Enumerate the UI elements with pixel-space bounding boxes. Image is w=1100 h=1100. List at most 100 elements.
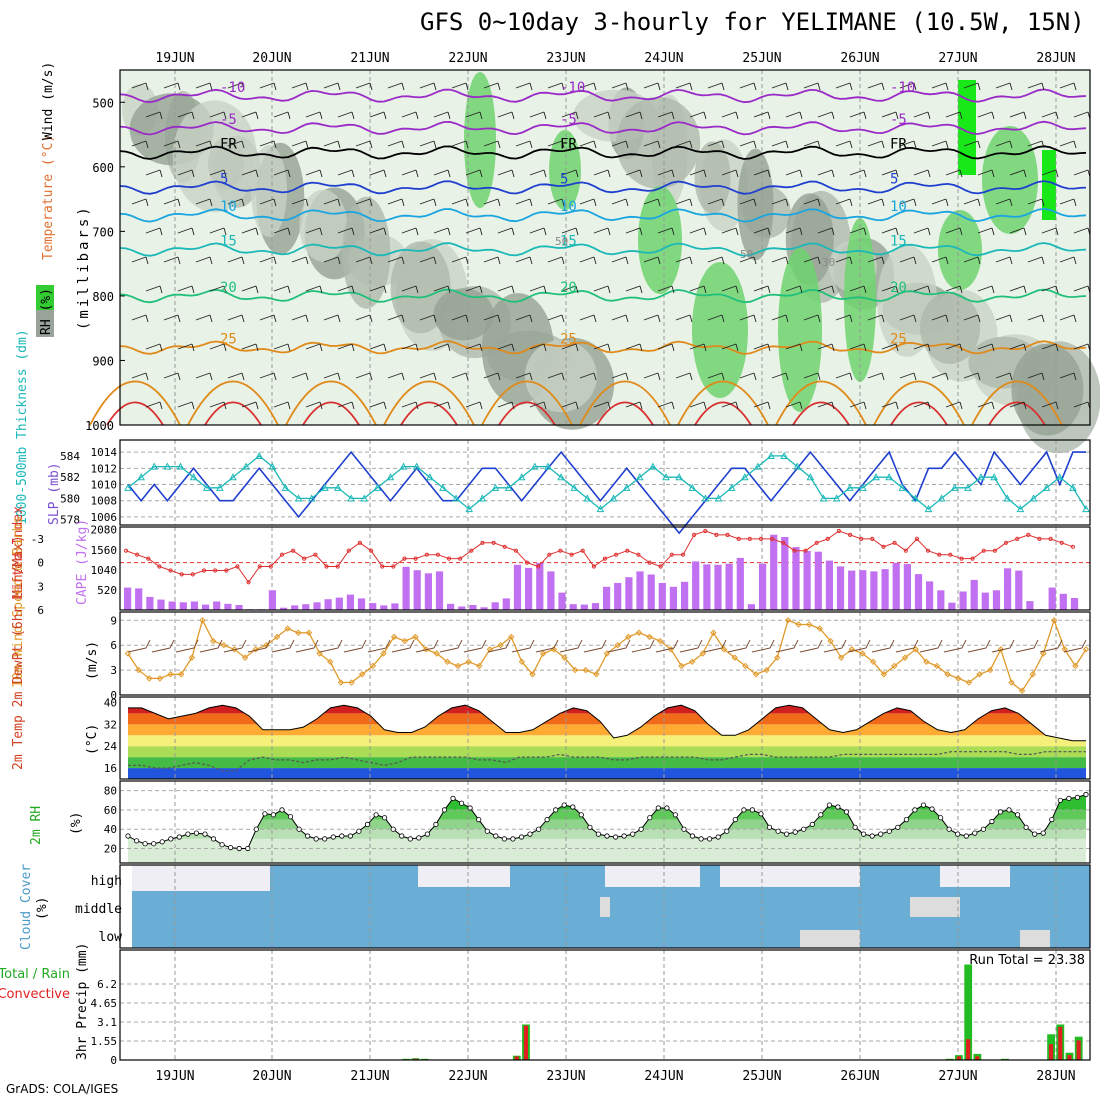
wind-barb bbox=[721, 111, 739, 120]
cape-bar bbox=[335, 597, 343, 610]
cape-bar bbox=[836, 566, 845, 610]
wind-speed-point bbox=[582, 666, 589, 674]
rh-point bbox=[937, 815, 944, 821]
cape-bar bbox=[424, 573, 432, 610]
rh-point bbox=[1006, 807, 1012, 813]
cape-bar bbox=[814, 551, 822, 610]
wind-barb bbox=[579, 198, 597, 207]
wind-barb bbox=[771, 372, 789, 381]
wind-speed-point bbox=[816, 625, 824, 632]
wind-barb bbox=[803, 82, 821, 91]
cape-bar bbox=[725, 563, 733, 610]
surface-wind-barb bbox=[511, 639, 535, 653]
rh-point bbox=[381, 815, 388, 821]
wind-barb bbox=[273, 401, 291, 410]
li-point bbox=[703, 528, 708, 534]
rh-point bbox=[775, 828, 781, 834]
cape-bar bbox=[146, 596, 154, 610]
wind-speed-point bbox=[806, 621, 813, 628]
wind-barb bbox=[337, 227, 355, 236]
surface-wind-barb bbox=[943, 639, 967, 653]
rh-point bbox=[433, 821, 439, 828]
wind-barb bbox=[913, 285, 931, 294]
wind-barb bbox=[657, 401, 675, 410]
thickness-point bbox=[530, 462, 539, 470]
wind-barb bbox=[739, 82, 757, 91]
isotherm-35 bbox=[498, 401, 556, 426]
wind-barb bbox=[1009, 401, 1027, 410]
cape-tick: 1560 bbox=[91, 544, 118, 557]
wind-barb bbox=[899, 140, 917, 149]
wind-barb bbox=[465, 111, 483, 120]
wind-barb bbox=[259, 256, 277, 265]
wind-speed-point bbox=[837, 654, 845, 661]
date-tick-top: 20JUN bbox=[252, 51, 291, 66]
wind-barb bbox=[803, 256, 821, 265]
cape-bar bbox=[1059, 593, 1067, 610]
wind-barb bbox=[369, 343, 387, 352]
wind-barb bbox=[337, 343, 355, 352]
wind-barb bbox=[995, 372, 1013, 381]
thickness-point bbox=[491, 483, 500, 491]
wind-speed-line bbox=[127, 618, 1087, 692]
wind-speed-point bbox=[710, 629, 717, 636]
li-point bbox=[179, 572, 184, 577]
thickness-point bbox=[609, 494, 618, 502]
wind-barb bbox=[355, 256, 373, 265]
wind-barb bbox=[931, 256, 949, 265]
isotherm-5 bbox=[119, 180, 1087, 195]
wind-barb bbox=[259, 198, 277, 207]
cloud-clear-high bbox=[418, 865, 510, 887]
cape-bar bbox=[803, 550, 811, 610]
panel-frame-slp bbox=[119, 439, 1091, 526]
wind-barb bbox=[849, 401, 867, 410]
cape-bar bbox=[770, 534, 778, 610]
wind-speed-point bbox=[742, 662, 749, 670]
cape-bar bbox=[302, 604, 310, 610]
cape-bar bbox=[647, 574, 655, 610]
cape-bar bbox=[1070, 598, 1079, 610]
rh-point bbox=[1057, 797, 1063, 803]
cape-bar bbox=[881, 569, 889, 610]
li-point bbox=[346, 548, 351, 553]
wind-barb bbox=[355, 314, 373, 323]
wind-barb bbox=[817, 285, 835, 294]
isotherm-35 bbox=[596, 401, 654, 426]
wind-barb bbox=[835, 256, 853, 265]
rh-shading bbox=[299, 189, 348, 262]
wind-barb bbox=[195, 140, 213, 149]
rh-point bbox=[698, 836, 704, 842]
wind-barb bbox=[657, 227, 675, 236]
li-point bbox=[870, 536, 875, 542]
wind-barb bbox=[1027, 314, 1045, 323]
wind-tick: 9 bbox=[110, 614, 117, 627]
wind-barb bbox=[657, 169, 675, 178]
cloud-level-label: middle bbox=[75, 902, 122, 917]
surface-wind-barb bbox=[679, 639, 703, 653]
wind-barb bbox=[1027, 198, 1045, 207]
wind-tick: 0 bbox=[110, 689, 117, 702]
wind-barb bbox=[209, 285, 227, 294]
wind-barb bbox=[1041, 401, 1059, 410]
wind-barb bbox=[291, 198, 309, 207]
thickness-point bbox=[806, 473, 815, 481]
surface-wind-barb bbox=[559, 639, 583, 653]
li-point bbox=[680, 552, 686, 557]
isotherm-label: 20 bbox=[220, 280, 237, 296]
rh-point bbox=[570, 804, 576, 810]
date-tick-bottom: 26JUN bbox=[840, 1069, 879, 1084]
thickness-point bbox=[373, 483, 382, 491]
wind-barb bbox=[675, 140, 693, 149]
wind-barb bbox=[547, 372, 565, 381]
isotherm-10 bbox=[119, 207, 1087, 223]
thickness-point bbox=[334, 483, 342, 491]
rh-point bbox=[458, 800, 465, 806]
wind-barb bbox=[899, 372, 917, 381]
wind-barb bbox=[387, 256, 405, 265]
li-point bbox=[614, 552, 619, 557]
thickness-point bbox=[465, 505, 474, 513]
wind-barb bbox=[1027, 82, 1045, 91]
wind-barb bbox=[707, 82, 725, 91]
rh-point bbox=[373, 812, 379, 818]
wind-barb bbox=[593, 401, 611, 410]
